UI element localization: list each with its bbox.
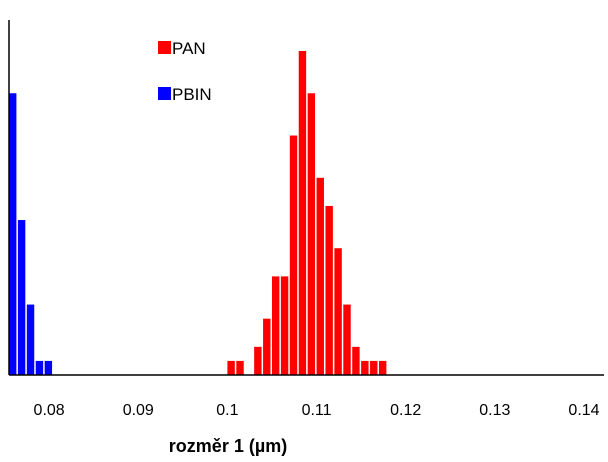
bar-pbin-4 [44,360,53,375]
legend-label-pan: PAN [172,39,206,58]
bar-pan-4 [271,276,280,375]
bar-pan-9 [316,177,324,375]
bar-pan-3 [263,318,271,375]
bar-pan-7 [298,50,307,376]
bar-pan-8 [307,93,316,375]
bar-pbin-1 [17,220,26,375]
bar-pan-2 [254,346,262,375]
x-tick-label: 0.11 [302,402,332,419]
bar-pan-1 [236,360,244,375]
bar-pan-5 [280,276,289,375]
bar-pbin-3 [35,360,44,375]
x-tick-label: 0.14 [568,402,599,419]
bars-layer [9,50,387,376]
bar-pbin-2 [26,304,35,375]
bar-pan-11 [334,248,342,375]
bar-pan-12 [343,304,351,375]
legend: PAN PBIN [158,39,212,104]
x-tick-label: 0.1 [216,402,238,419]
legend-label-pbin: PBIN [172,85,212,104]
bar-pan-6 [289,135,298,375]
bar-pan-0 [227,360,235,375]
bar-pan-13 [352,346,360,375]
bar-pan-14 [361,360,369,375]
x-tick-label: 0.12 [390,402,421,419]
bar-pan-16 [378,360,387,375]
x-axis-title: rozměr 1 (µm) [169,436,287,456]
bar-pbin-0 [9,93,17,375]
bar-pan-15 [370,360,378,375]
bar-pan-10 [325,205,333,375]
x-tick-label: 0.09 [123,402,154,419]
x-tick-label: 0.13 [479,402,510,419]
x-tick-label: 0.08 [34,402,65,419]
x-tick-labels: 0.08 0.09 0.1 0.11 0.12 0.13 0.14 [34,402,600,419]
legend-swatch-pan [158,41,171,54]
legend-swatch-pbin [158,87,171,100]
